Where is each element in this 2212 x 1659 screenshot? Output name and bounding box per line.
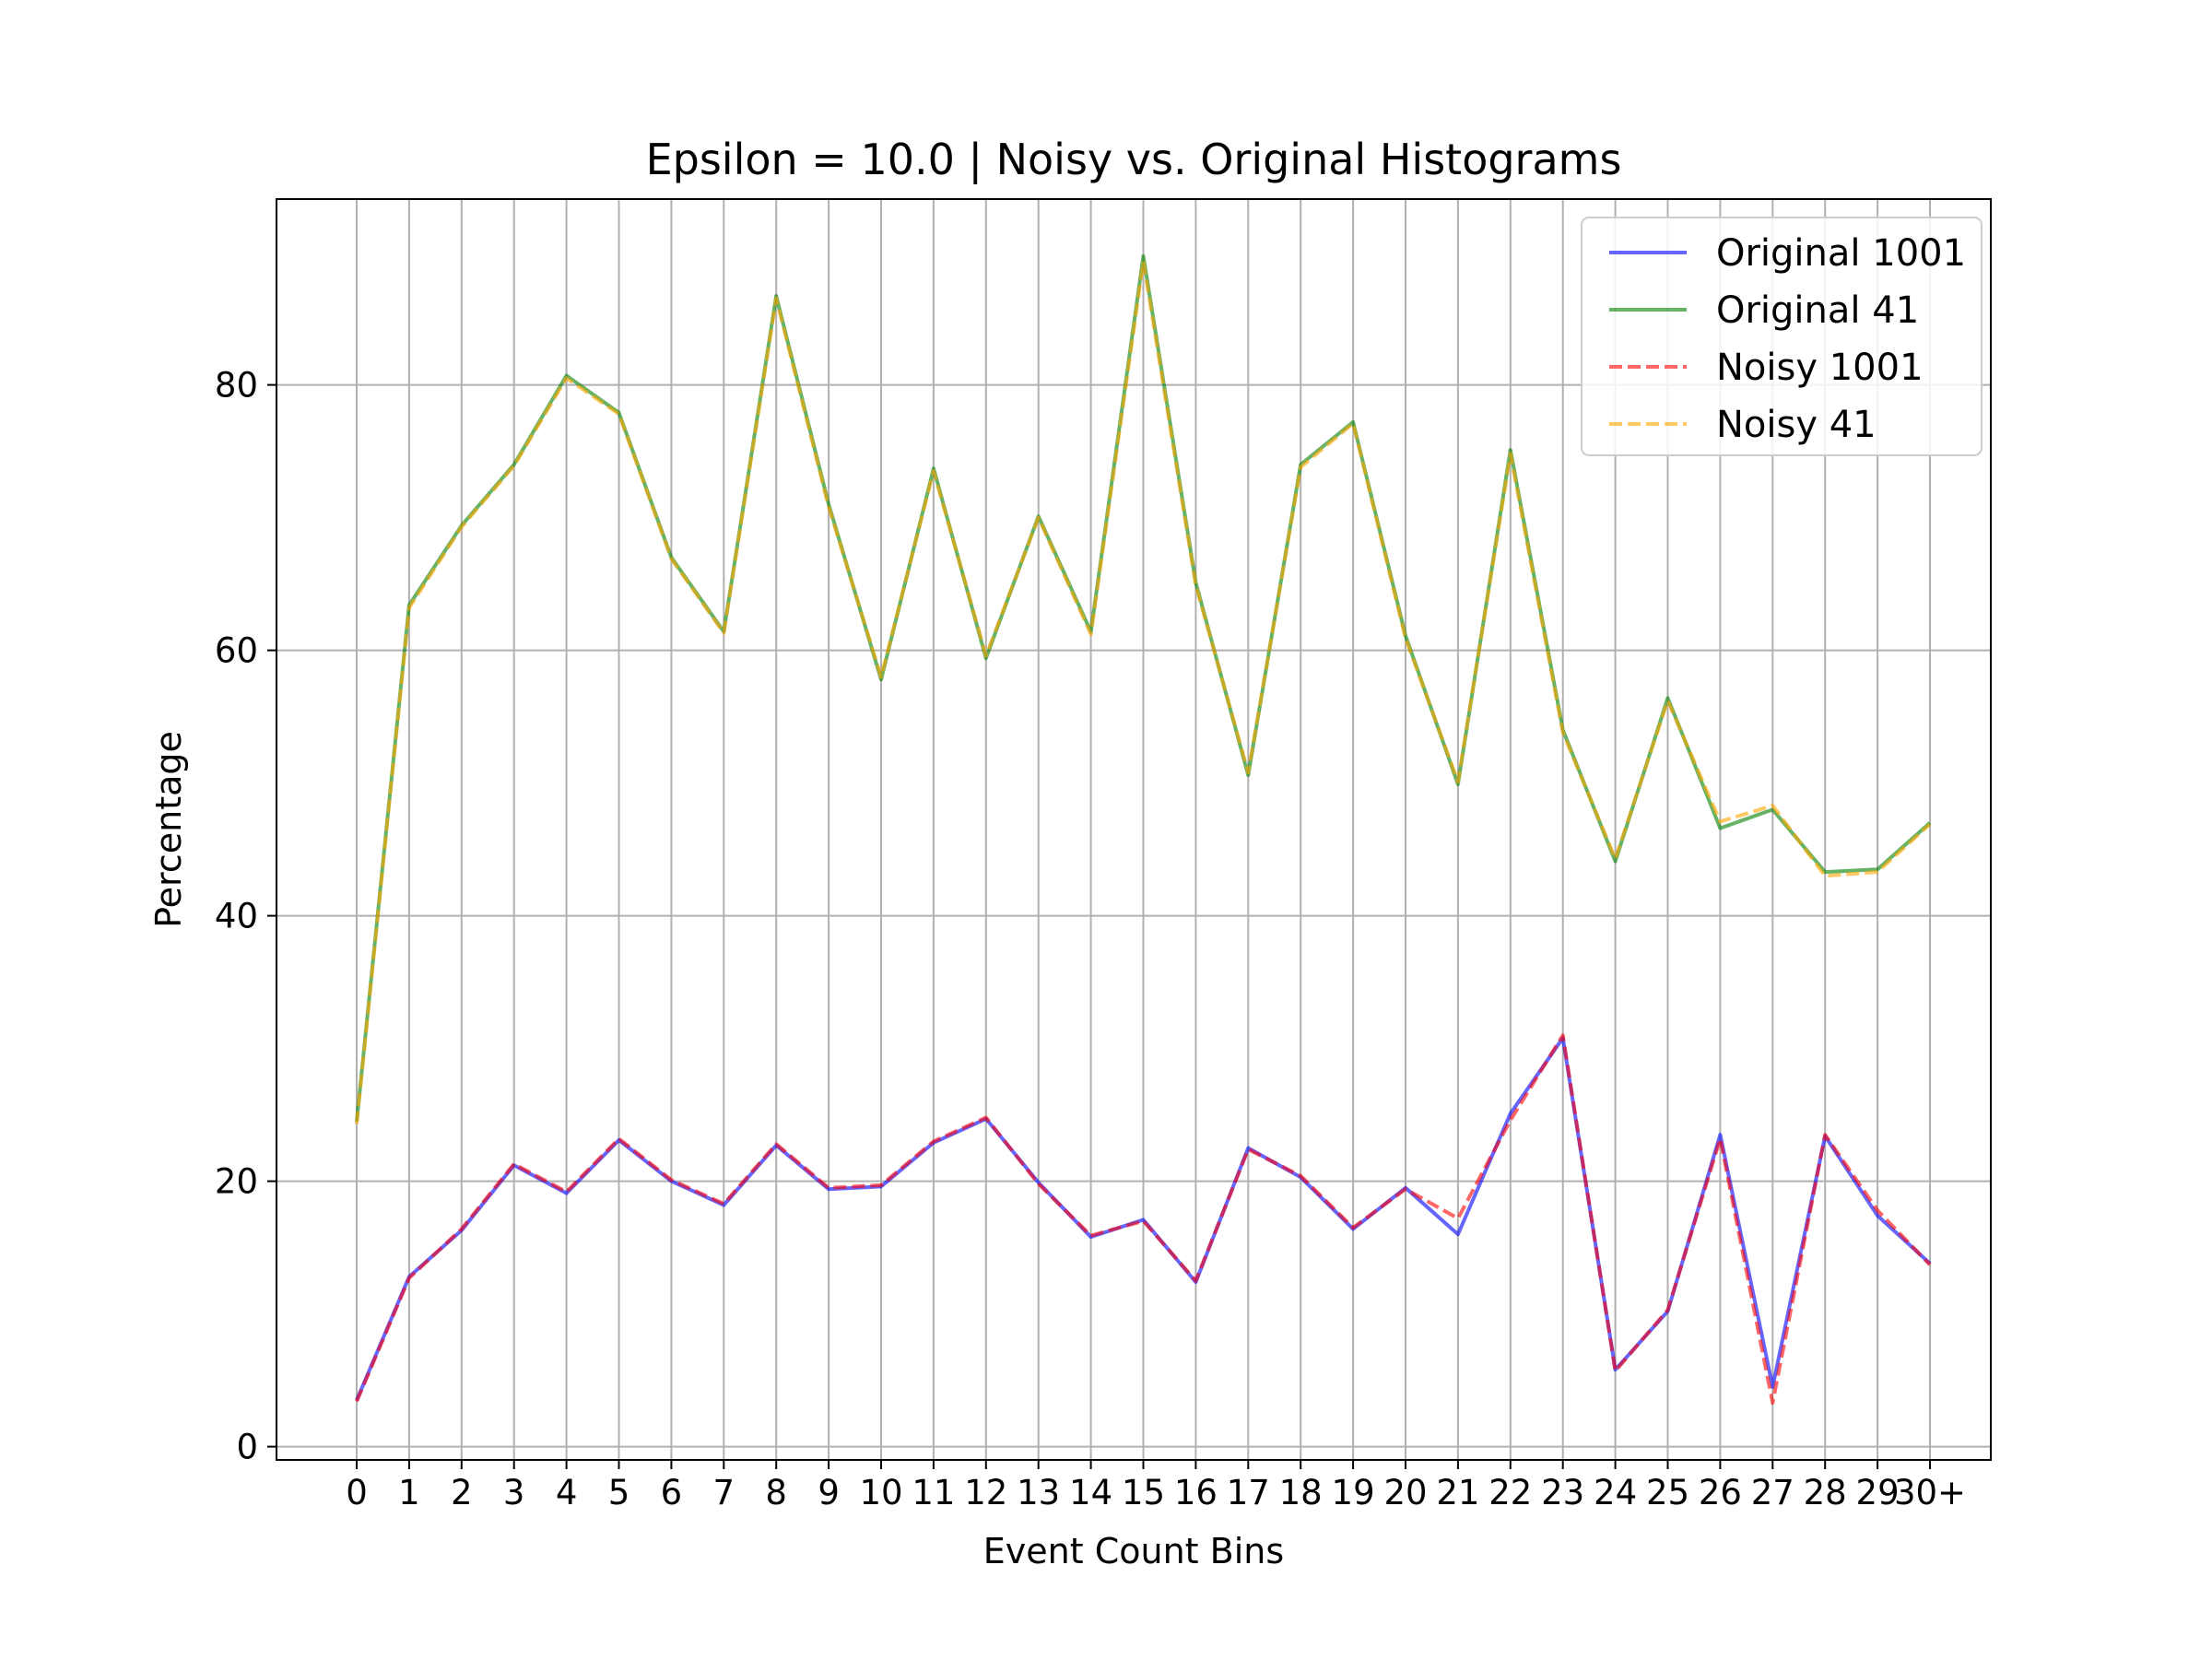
x-tick-label: 26 — [1699, 1473, 1742, 1512]
x-axis-label: Event Count Bins — [983, 1531, 1284, 1571]
y-tick-label: 20 — [215, 1162, 258, 1202]
x-tick-label: 20 — [1383, 1473, 1427, 1512]
legend-label-original-41: Original 41 — [1716, 289, 1919, 332]
x-tick-label: 15 — [1122, 1473, 1165, 1512]
x-tick-label: 7 — [713, 1473, 735, 1512]
legend-label-noisy-1001: Noisy 1001 — [1716, 347, 1924, 389]
x-tick-label: 22 — [1488, 1473, 1532, 1512]
x-tick-label: 2 — [451, 1473, 473, 1512]
x-tick-label: 0 — [346, 1473, 368, 1512]
y-tick-label: 40 — [215, 897, 258, 936]
x-tick-label: 14 — [1069, 1473, 1112, 1512]
x-tick-label: 25 — [1646, 1473, 1689, 1512]
y-tick-label: 60 — [215, 631, 258, 671]
y-tick-label: 80 — [215, 366, 258, 406]
x-tick-label: 30+ — [1894, 1473, 1966, 1512]
x-tick-label: 27 — [1751, 1473, 1794, 1512]
legend-box — [1581, 217, 1983, 456]
y-tick-label: 0 — [236, 1428, 258, 1467]
x-tick-label: 17 — [1227, 1473, 1270, 1512]
x-tick-label: 3 — [503, 1473, 525, 1512]
chart-title: Epsilon = 10.0 | Noisy vs. Original Hist… — [646, 135, 1622, 185]
legend: Original 1001 Original 41 Noisy 1001 Noisy … — [1581, 217, 1983, 456]
x-tick-label: 4 — [556, 1473, 578, 1512]
x-tick-label: 10 — [859, 1473, 902, 1512]
legend-label-original-1001: Original 1001 — [1716, 232, 1966, 275]
x-tick-label: 19 — [1332, 1473, 1375, 1512]
x-tick-label: 21 — [1436, 1473, 1479, 1512]
x-tick-label: 1 — [398, 1473, 420, 1512]
x-tick-label: 24 — [1594, 1473, 1637, 1512]
x-tick-label: 16 — [1174, 1473, 1218, 1512]
x-tick-label: 18 — [1279, 1473, 1323, 1512]
x-tick-label: 23 — [1541, 1473, 1584, 1512]
x-tick-label: 5 — [608, 1473, 630, 1512]
x-tick-label: 13 — [1017, 1473, 1060, 1512]
y-axis-label: Percentage — [148, 731, 189, 928]
legend-label-noisy-41: Noisy 41 — [1716, 404, 1877, 446]
x-tick-label: 9 — [818, 1473, 840, 1512]
x-tick-label: 29 — [1856, 1473, 1900, 1512]
x-tick-label: 6 — [661, 1473, 683, 1512]
x-tick-label: 12 — [964, 1473, 1007, 1512]
series-line-noisy-1001 — [355, 1033, 1932, 1406]
plot-area-frame — [276, 198, 1992, 1461]
x-tick-label: 28 — [1804, 1473, 1847, 1512]
series-lines — [355, 253, 1932, 1406]
x-axis-ticks: 0 1 2 3 4 5 6 7 8 9 10 11 12 13 14 15 16 17 18 19 20 21 22 23 24… — [346, 1460, 1966, 1512]
x-tick-label: 11 — [912, 1473, 955, 1512]
x-tick-label: 8 — [765, 1473, 787, 1512]
y-axis-ticks: 0 20 40 60 80 — [215, 366, 276, 1467]
